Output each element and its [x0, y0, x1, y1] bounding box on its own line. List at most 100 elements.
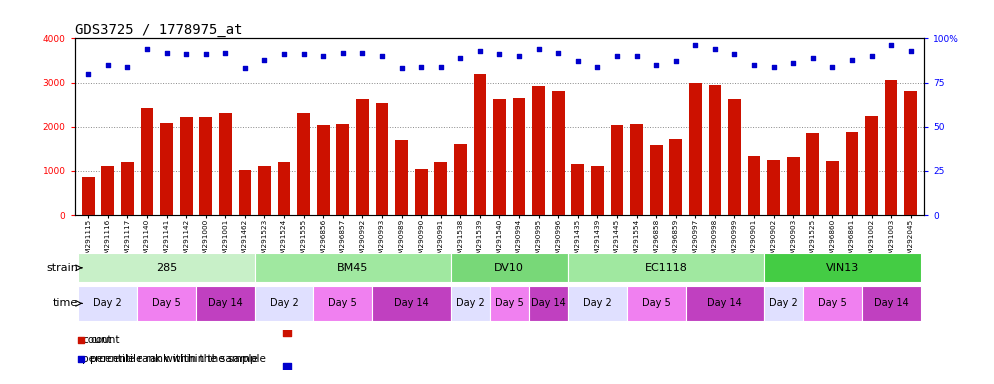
Bar	[767, 160, 780, 215]
Text: Day 2: Day 2	[269, 298, 298, 308]
Point	[276, 51, 292, 57]
Text: Day 14: Day 14	[394, 298, 428, 308]
Point	[628, 53, 644, 59]
Point	[648, 62, 664, 68]
Text: Day 14: Day 14	[208, 298, 243, 308]
Point	[688, 42, 704, 48]
Bar	[529, 286, 568, 321]
Point	[844, 56, 860, 63]
Bar	[568, 286, 627, 321]
Bar	[610, 125, 623, 215]
Bar	[200, 117, 212, 215]
Point	[237, 65, 252, 71]
Bar	[258, 167, 270, 215]
Point	[903, 48, 918, 54]
Text: Day 14: Day 14	[708, 298, 743, 308]
Point	[73, 337, 88, 343]
Bar	[450, 286, 490, 321]
Point	[668, 58, 684, 65]
Text: percentile rank within the sample: percentile rank within the sample	[90, 354, 266, 364]
Bar	[490, 286, 529, 321]
Text: BM45: BM45	[337, 263, 369, 273]
Bar	[493, 99, 506, 215]
Point	[279, 329, 295, 335]
Bar	[336, 124, 349, 215]
Point	[119, 64, 135, 70]
Point	[414, 64, 429, 70]
Text: percentile rank within the sample: percentile rank within the sample	[83, 354, 258, 364]
Text: Day 2: Day 2	[583, 298, 611, 308]
Bar	[630, 124, 643, 215]
Point	[73, 356, 88, 362]
Bar	[747, 156, 760, 215]
Text: Day 5: Day 5	[818, 298, 847, 308]
Point	[374, 53, 390, 59]
Text: Day 5: Day 5	[642, 298, 671, 308]
Bar	[689, 83, 702, 215]
Point	[746, 62, 762, 68]
Text: Day 2: Day 2	[93, 298, 122, 308]
Point	[707, 46, 723, 52]
Bar	[356, 99, 369, 215]
Point	[432, 64, 448, 70]
Bar	[806, 133, 819, 215]
Bar	[846, 132, 859, 215]
Bar	[826, 161, 839, 215]
Point	[355, 50, 371, 56]
Bar	[101, 167, 114, 215]
Bar	[239, 170, 251, 215]
Text: time: time	[54, 298, 79, 308]
Text: Day 5: Day 5	[328, 298, 357, 308]
Point	[864, 53, 880, 59]
Bar	[473, 74, 486, 215]
Bar	[803, 286, 862, 321]
Point	[727, 51, 743, 57]
Point	[295, 51, 311, 57]
Point	[218, 50, 234, 56]
Bar	[591, 166, 603, 215]
Point	[805, 55, 821, 61]
Bar	[905, 91, 917, 215]
Point	[765, 64, 781, 70]
Point	[198, 51, 214, 57]
Text: strain: strain	[47, 263, 79, 273]
Point	[394, 65, 410, 71]
Point	[785, 60, 801, 66]
Point	[531, 46, 547, 52]
Point	[99, 62, 115, 68]
Bar	[140, 108, 153, 215]
Bar	[865, 116, 878, 215]
Point	[315, 53, 331, 59]
Point	[81, 71, 96, 77]
Bar	[885, 80, 898, 215]
Bar	[317, 124, 330, 215]
Bar	[414, 169, 427, 215]
Bar	[396, 140, 408, 215]
Bar	[219, 114, 232, 215]
Text: count: count	[83, 335, 111, 345]
Point	[159, 50, 175, 56]
Point	[551, 50, 567, 56]
Point	[452, 55, 468, 61]
Bar	[372, 286, 450, 321]
Bar	[254, 286, 313, 321]
Point	[511, 53, 527, 59]
Bar	[121, 162, 134, 215]
Bar	[532, 86, 545, 215]
Point	[279, 364, 295, 370]
Text: VIN13: VIN13	[826, 263, 859, 273]
Text: Day 2: Day 2	[769, 298, 798, 308]
Bar	[79, 286, 137, 321]
Point	[884, 42, 900, 48]
Text: Day 5: Day 5	[152, 298, 181, 308]
Bar	[376, 103, 389, 215]
Bar	[650, 145, 663, 215]
Bar	[862, 286, 920, 321]
Bar	[787, 157, 799, 215]
Bar	[627, 286, 686, 321]
Bar	[450, 253, 568, 282]
Bar	[568, 253, 763, 282]
Point	[609, 53, 625, 59]
Bar	[180, 117, 193, 215]
Point	[472, 48, 488, 54]
